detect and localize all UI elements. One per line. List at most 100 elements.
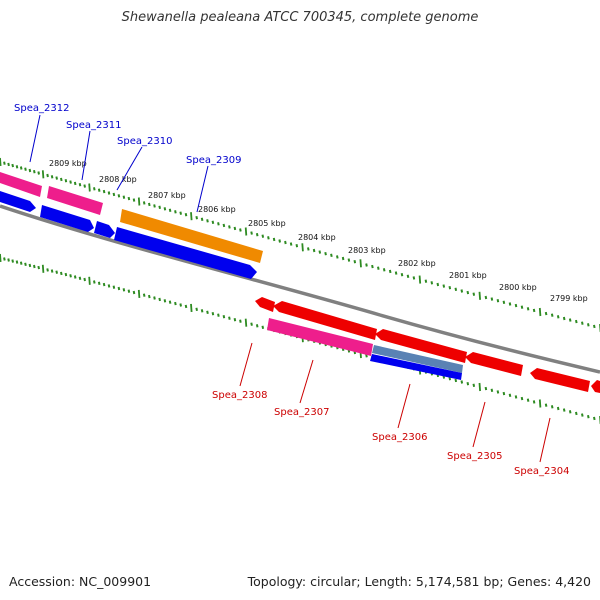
minor-tick [97,281,101,285]
minor-tick [33,170,36,174]
minor-tick [261,234,265,238]
minor-tick [132,290,136,295]
major-tick [41,264,45,273]
minor-tick [562,408,566,412]
minor-tick [239,228,242,232]
cds-feature[interactable] [255,297,275,312]
minor-tick [267,236,270,240]
major-tick [0,157,2,167]
minor-tick [24,167,27,171]
minor-tick [69,274,72,278]
minor-tick [179,211,182,215]
cds-feature[interactable] [0,172,42,197]
minor-tick [211,220,215,224]
minor-tick [11,163,14,168]
ruler-label: 2800 kbp [499,283,537,292]
gene-label[interactable]: Spea_2308 [212,390,267,401]
cds-feature[interactable] [120,209,263,263]
minor-tick [19,166,23,170]
cds-feature[interactable] [372,345,463,373]
minor-tick [37,171,40,175]
minor-tick [163,299,167,303]
minor-tick [502,300,506,304]
cds-feature[interactable] [267,318,373,356]
minor-tick [15,260,19,264]
minor-tick [466,290,470,295]
minor-tick [502,391,506,396]
cds-feature[interactable] [530,368,590,392]
minor-tick [261,325,265,329]
gene-label[interactable]: Spea_2304 [514,466,569,477]
minor-tick [217,313,220,317]
major-tick [538,307,542,317]
major-tick [88,276,91,285]
minor-tick [55,270,58,274]
cds-feature[interactable] [47,186,103,215]
minor-tick [353,260,357,264]
major-tick [137,197,141,206]
major-tick [88,183,91,192]
gene-label[interactable]: Spea_2307 [274,407,329,418]
minor-tick [93,280,96,284]
label-leader-line [397,383,411,429]
minor-tick [233,226,237,231]
gene-label[interactable]: Spea_2310 [117,136,172,147]
minor-tick [255,324,259,328]
minor-tick [593,416,596,421]
minor-tick [318,250,322,254]
minor-tick [365,263,368,267]
minor-tick [163,207,167,211]
accession-text: Accession: NC_009901 [9,574,152,589]
cds-feature[interactable] [0,191,36,212]
minor-tick [127,196,131,201]
minor-tick [73,181,77,186]
minor-tick [46,268,49,272]
cds-feature[interactable] [94,221,115,238]
ruler-label: 2803 kbp [348,246,386,255]
minor-tick [127,289,131,293]
minor-tick [206,219,209,223]
cds-feature[interactable] [370,354,462,380]
cds-feature[interactable] [591,380,600,393]
map-title: Shewanella pealeana ATCC 700345, complet… [121,10,479,25]
cds-feature[interactable] [273,301,377,340]
minor-tick [73,275,77,279]
minor-tick [347,258,351,262]
ruler-labels: 2809 kbp 2808 kbp 2807 kbp 2806 kbp 2805… [49,159,588,303]
minor-tick [289,242,293,246]
minor-tick [78,276,82,280]
minor-tick [102,189,106,194]
minor-tick [295,244,299,248]
cds-feature[interactable] [465,352,523,376]
minor-tick [3,257,6,261]
major-tick [190,303,193,312]
minor-tick [7,258,10,262]
ruler-label: 2809 kbp [49,159,87,168]
minor-tick [28,168,32,173]
minor-tick [83,277,86,282]
cds-feature[interactable] [40,205,94,232]
minor-tick [336,255,339,259]
cds-feature[interactable] [114,227,257,279]
cds-feature[interactable] [375,329,467,363]
major-tick [301,243,304,252]
inner-tick-track [0,253,600,425]
label-leader-line [196,165,209,213]
minor-tick [60,177,63,182]
forward-gene-labels: Spea_2312 Spea_2311 Spea_2310 Spea_2309 [14,103,241,213]
gene-label[interactable]: Spea_2312 [14,103,69,114]
minor-tick [83,184,86,188]
gene-label[interactable]: Spea_2309 [186,155,241,166]
reverse-strand-features [255,297,600,393]
major-tick [0,253,2,263]
minor-tick [341,256,345,261]
minor-tick [460,289,464,293]
minor-tick [406,274,410,278]
minor-tick [55,176,58,180]
minor-tick [250,322,253,326]
minor-tick [593,324,596,329]
gene-label[interactable]: Spea_2311 [66,120,121,131]
minor-tick [168,300,172,304]
gene-label[interactable]: Spea_2306 [372,432,427,443]
gene-label[interactable]: Spea_2305 [447,451,502,462]
